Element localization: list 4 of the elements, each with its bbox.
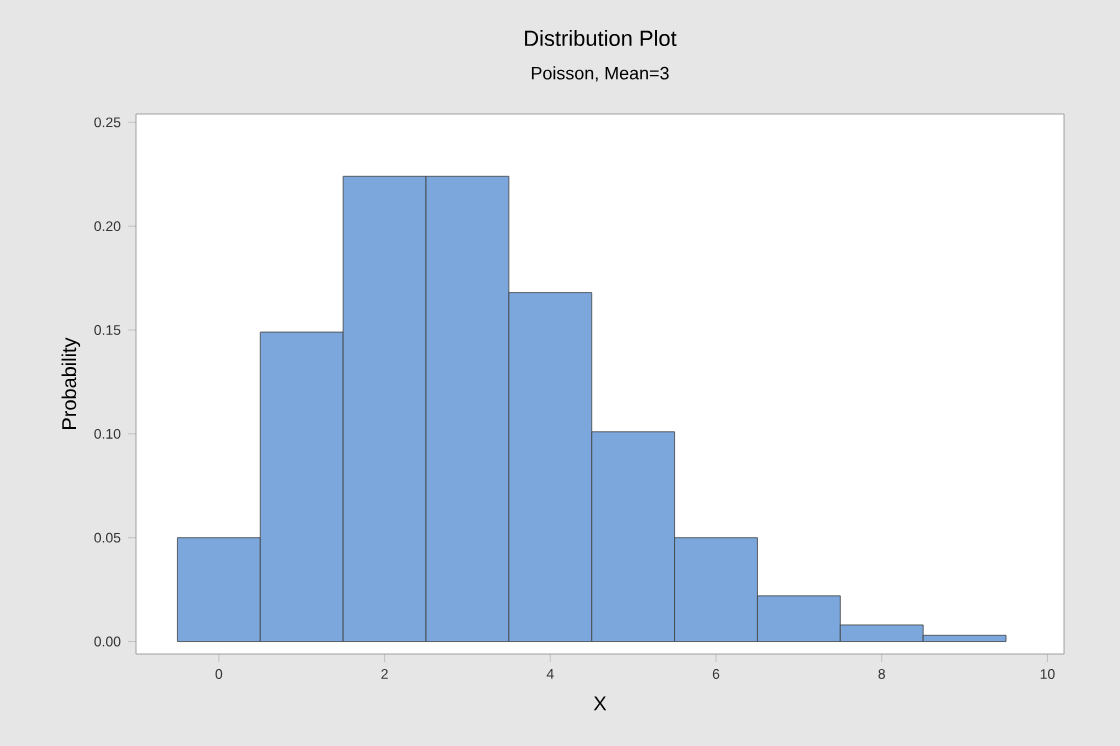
- chart-subtitle: Poisson, Mean=3: [531, 66, 669, 82]
- chart-title: Distribution Plot: [525, 29, 677, 47]
- y-axis-title: Probability: [61, 337, 81, 429]
- x-axis-title: X: [593, 696, 607, 711]
